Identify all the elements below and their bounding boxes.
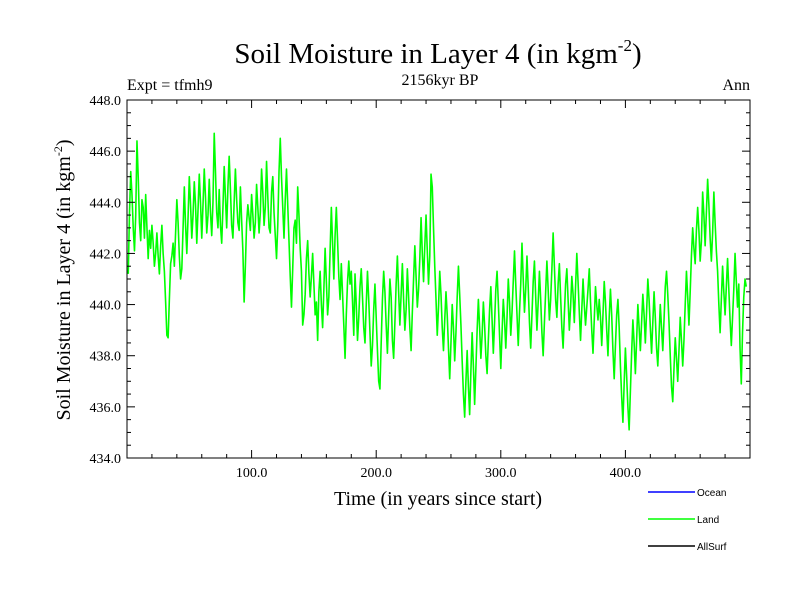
y-tick-label: 442.0	[90, 247, 122, 262]
y-tick-label: 444.0	[90, 196, 122, 211]
y-tick-label: 436.0	[90, 401, 122, 416]
y-tick-label: 434.0	[90, 452, 122, 467]
x-tick-label: 400.0	[610, 466, 642, 481]
x-axis-label: Time (in years since start)	[334, 488, 542, 510]
y-tick-label: 448.0	[90, 94, 122, 109]
season-label: Ann	[722, 77, 750, 94]
chart-title: Soil Moisture in Layer 4 (in kgm-2)	[234, 36, 641, 70]
land-series-line	[127, 132, 748, 431]
x-tick-label: 100.0	[236, 466, 268, 481]
legend-label-allsurf: AllSurf	[697, 542, 727, 553]
chart-title-superscript: -2	[618, 36, 632, 55]
plot-frame	[126, 99, 751, 459]
legend-label-land: Land	[697, 515, 719, 526]
y-tick-label: 440.0	[90, 299, 122, 314]
chart-subtitle: 2156kyr BP	[402, 72, 479, 89]
y-tick-label: 446.0	[90, 145, 122, 160]
legend-label-ocean: Ocean	[697, 488, 726, 499]
y-axis-label-superscript: -2	[51, 146, 65, 156]
x-tick-label: 200.0	[360, 466, 392, 481]
y-tick-label: 438.0	[90, 350, 122, 365]
x-tick-label: 300.0	[485, 466, 517, 481]
y-axis-label: Soil Moisture in Layer 4 (in kgm-2)	[51, 139, 75, 420]
experiment-label: Expt = tfmh9	[127, 77, 212, 94]
